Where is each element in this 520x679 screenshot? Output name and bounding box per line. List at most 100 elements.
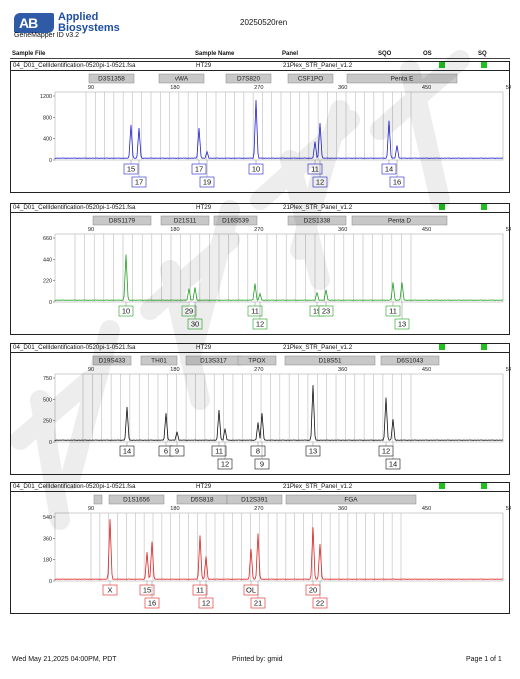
electropherogram-plot: D8S1179 D21S11 D16S539 D2S1338 Penta D 90 180 2…: [43, 215, 511, 330]
svg-text:15: 15: [143, 586, 151, 595]
marker-label: D16S539: [222, 218, 249, 225]
allele-call-label: 12: [312, 176, 328, 188]
svg-text:29: 29: [185, 307, 193, 316]
sample-name: HT29: [196, 62, 212, 69]
size-tick-label: 90: [88, 367, 94, 373]
svg-text:10: 10: [252, 165, 260, 174]
electropherogram-panel-1: 04_D01_CellIdentification-0520pi-1-0521.…: [10, 61, 511, 193]
os-status-indicator: [439, 62, 445, 68]
svg-text:30: 30: [191, 320, 199, 329]
svg-text:19: 19: [203, 178, 211, 187]
allele-call-label: 14: [119, 445, 135, 457]
size-tick-label: 90: [88, 85, 94, 91]
y-axis-tick-label: 220: [43, 279, 52, 285]
svg-text:9: 9: [260, 460, 264, 469]
allele-call-label: 16: [144, 597, 160, 609]
footer-printed-by: Printed by: gmid: [232, 656, 283, 663]
trace-line: [54, 254, 504, 301]
marker-box: D16S539: [213, 215, 258, 226]
marker-label: D18S51: [318, 358, 342, 365]
svg-text:20: 20: [309, 586, 317, 595]
svg-text:19: 19: [313, 307, 321, 316]
allele-call-label: 12: [217, 458, 233, 470]
sample-name: HT29: [196, 344, 212, 351]
sq-status-indicator: [481, 483, 487, 489]
svg-text:11: 11: [196, 586, 204, 595]
allele-call-label: 11: [247, 305, 263, 317]
allele-call-label: 15: [139, 584, 155, 596]
y-axis-tick-label: 0: [49, 440, 52, 446]
allele-call-label: 30: [187, 318, 203, 330]
svg-text:22: 22: [316, 599, 324, 608]
marker-label: vWA: [175, 76, 189, 83]
marker-label: D21S11: [174, 218, 197, 225]
allele-call-label: 16: [389, 176, 405, 188]
y-axis-tick-label: 800: [43, 115, 52, 121]
sq-status-indicator: [481, 204, 487, 210]
y-axis-tick-label: 250: [43, 419, 52, 425]
sample-file: 04_D01_CellIdentification-0520pi-1-0521.…: [13, 62, 136, 69]
y-axis-tick-label: 400: [43, 137, 52, 143]
size-tick-label: 90: [88, 506, 94, 512]
marker-box: D3S1358: [88, 73, 135, 84]
size-tick-label: 180: [170, 227, 179, 233]
footer-page: Page 1 of 1: [466, 656, 502, 663]
allele-call-label: 10: [118, 305, 134, 317]
marker-label: D8S1179: [109, 218, 136, 225]
size-tick-label: 180: [170, 506, 179, 512]
panel-name: 21Plex_STR_Panel_v1.2: [283, 483, 353, 490]
os-status-indicator: [439, 204, 445, 210]
svg-text:X: X: [107, 586, 112, 595]
panel-info-bar: 04_D01_CellIdentification-0520pi-1-0521.…: [11, 344, 509, 353]
svg-text:17: 17: [195, 165, 203, 174]
allele-call-label: 10: [248, 163, 264, 175]
trace-line: [54, 519, 504, 580]
svg-text:11: 11: [215, 447, 223, 456]
allele-call-label: 11: [385, 305, 401, 317]
electropherogram-panel-3: 04_D01_CellIdentification-0520pi-1-0521.…: [10, 343, 511, 475]
svg-text:13: 13: [309, 447, 317, 456]
svg-text:17: 17: [135, 178, 143, 187]
svg-text:14: 14: [389, 460, 397, 469]
allele-call-label: 19: [199, 176, 215, 188]
marker-box: Penta D: [351, 215, 448, 226]
marker-label: D5S818: [190, 497, 214, 504]
y-axis-tick-label: 180: [43, 558, 52, 564]
allele-call-label: 14: [381, 163, 397, 175]
svg-text:13: 13: [398, 320, 406, 329]
marker-label: FGA: [344, 497, 358, 504]
allele-call-label: 12: [198, 597, 214, 609]
electropherogram-plot: D3S1358 vWA D7S820 CSF1PO Penta E 90 180 270 360…: [40, 73, 511, 188]
marker-box: D6S1043: [380, 355, 440, 366]
allele-call-label: 29: [181, 305, 197, 317]
size-tick-label: 450: [422, 85, 431, 91]
y-axis-tick-label: 750: [43, 376, 52, 382]
svg-text:6: 6: [164, 447, 168, 456]
allele-call-label: 11: [307, 163, 323, 175]
svg-text:21: 21: [254, 599, 262, 608]
size-tick-label: 450: [422, 227, 431, 233]
svg-text:23: 23: [322, 307, 330, 316]
marker-label: D6S1043: [397, 358, 424, 365]
sample-name: HT29: [196, 204, 212, 211]
marker-box: D18S51: [284, 355, 376, 366]
allele-call-label: 21: [250, 597, 266, 609]
svg-text:11: 11: [251, 307, 259, 316]
svg-text:12: 12: [382, 447, 390, 456]
marker-box: D21S11: [160, 215, 210, 226]
allele-call-label: 22: [312, 597, 328, 609]
svg-text:10: 10: [122, 307, 130, 316]
marker-box: TPOX: [237, 355, 277, 366]
size-tick-label: 180: [170, 367, 179, 373]
marker-label: Penta D: [388, 218, 411, 225]
sample-file: 04_D01_CellIdentification-0520pi-1-0521.…: [13, 344, 136, 351]
marker-box: FGA: [285, 494, 417, 505]
y-axis-tick-label: 440: [43, 257, 52, 263]
allele-call-label: 8: [250, 445, 266, 457]
svg-text:OL: OL: [246, 586, 256, 595]
os-status-indicator: [439, 344, 445, 350]
electropherogram-panel-2: 04_D01_CellIdentification-0520pi-1-0521.…: [10, 203, 511, 335]
marker-label: TPOX: [248, 358, 266, 365]
sample-name: HT29: [196, 483, 212, 490]
